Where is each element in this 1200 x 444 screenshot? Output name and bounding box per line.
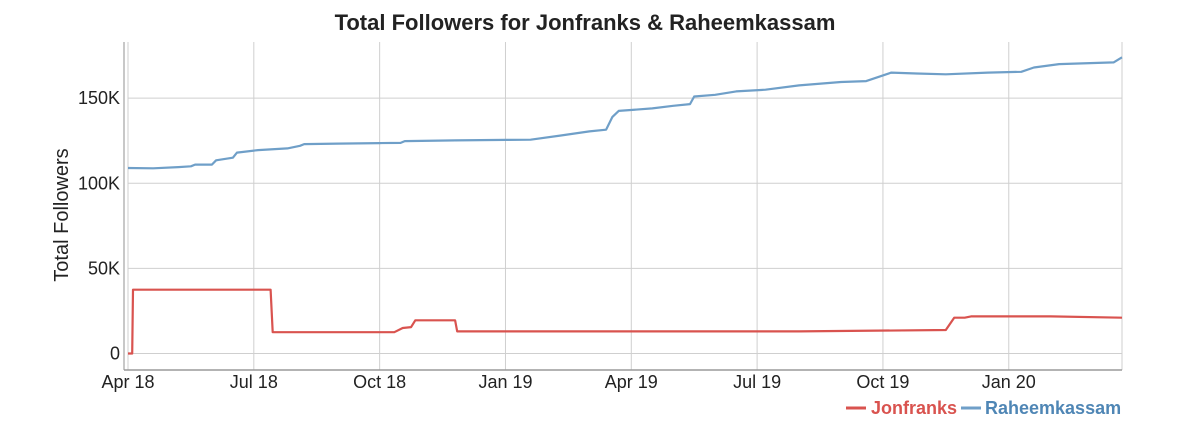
legend-label-jonfranks: Jonfranks [871,398,957,418]
y-tick-label: 50K [88,258,120,278]
y-axis-label: Total Followers [51,148,73,281]
series-line-jonfranks [128,288,1123,355]
chart-title: Total Followers for Jonfranks & Raheemka… [335,10,836,35]
x-tick-label: Jul 19 [733,372,781,392]
y-tick-label: 100K [78,173,120,193]
y-tick-label: 150K [78,88,120,108]
x-tick-label: Oct 19 [856,372,909,392]
x-tick-label: Apr 18 [101,372,154,392]
x-tick-label: Jul 18 [230,372,278,392]
x-tick-label: Jan 19 [478,372,532,392]
y-tick-label: 0 [110,343,120,363]
series-lines [127,56,1123,355]
legend: Jonfranks Raheemkassam [846,398,1121,418]
gridlines [123,42,1123,371]
series-line-raheemkassam [127,56,1123,170]
x-tick-label: Apr 19 [605,372,658,392]
x-tick-label: Jan 20 [982,372,1036,392]
x-tick-label: Oct 18 [353,372,406,392]
axis-ticks: 0 50K 100K 150K Apr 18 Jul 18 Oct 18 Jan 19 Apr … [78,88,1036,392]
legend-label-raheemkassam: Raheemkassam [985,398,1121,418]
